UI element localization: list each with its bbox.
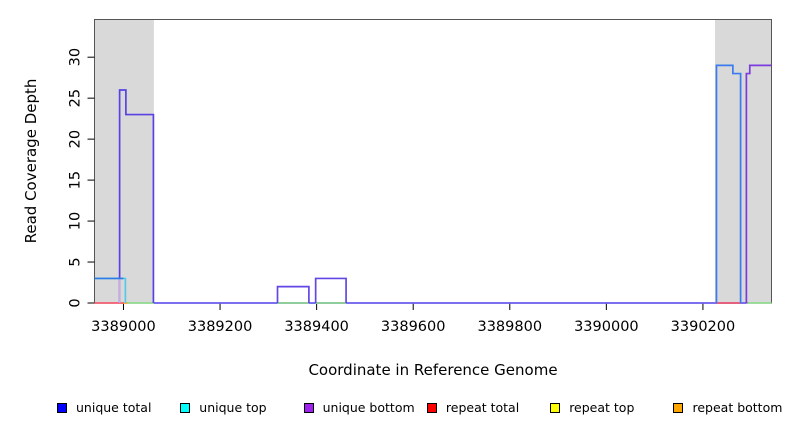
legend-swatch-unique-total <box>57 402 67 413</box>
y-tick-label: 30 <box>68 48 84 66</box>
series-unique-bottom-left-block <box>118 89 155 303</box>
plot-border <box>94 19 772 304</box>
y-tick-label: 5 <box>68 257 84 266</box>
series-unique-top-right-block <box>715 64 742 303</box>
y-tick-label: 20 <box>68 130 84 148</box>
legend-swatch-unique-bottom <box>303 402 314 413</box>
x-tick-label: 3389600 <box>381 319 446 335</box>
series-unique-mid-block-2 <box>314 277 347 303</box>
y-tick-label: 15 <box>68 171 84 189</box>
legend-label: unique total <box>76 400 152 415</box>
legend-swatch-repeat-total <box>426 402 437 413</box>
legend-item-unique-total: unique total <box>57 400 180 415</box>
legend-item-repeat-total: repeat total <box>426 400 550 415</box>
x-tick-label: 3390200 <box>671 319 736 335</box>
left-gray-band <box>94 19 154 303</box>
legend-item-unique-bottom: unique bottom <box>303 400 427 415</box>
y-axis-title: Read Coverage Depth <box>22 78 40 244</box>
legend-swatch-repeat-bottom <box>673 402 684 413</box>
legend-label: repeat top <box>569 400 635 415</box>
x-tick-label: 3390000 <box>574 319 639 335</box>
legend-item-repeat-top: repeat top <box>550 400 673 415</box>
right-gray-band <box>715 19 772 303</box>
legend-label: unique bottom <box>322 400 415 415</box>
legend-swatch-repeat-top <box>550 402 561 413</box>
x-axis-title: Coordinate in Reference Genome <box>308 361 558 379</box>
series-unique-bottom-right-block <box>745 64 772 303</box>
legend-item-unique-top: unique top <box>180 400 303 415</box>
legend-swatch-unique-top <box>180 402 191 413</box>
y-tick-label: 0 <box>68 298 84 307</box>
legend-label: repeat total <box>445 400 520 415</box>
x-tick-label: 3389200 <box>188 319 253 335</box>
y-tick-label: 10 <box>68 212 84 230</box>
x-tick-label: 3389800 <box>477 319 542 335</box>
legend-label: repeat bottom <box>692 400 783 415</box>
y-tick-label: 25 <box>68 89 84 107</box>
legend: unique total unique top unique bottom repea… <box>57 400 792 415</box>
x-tick-label: 3389000 <box>91 319 156 335</box>
x-tick-label: 3389400 <box>284 319 349 335</box>
legend-item-repeat-bottom: repeat bottom <box>673 400 782 415</box>
legend-label: unique top <box>199 400 267 415</box>
series-unique-mid-block-1 <box>276 285 310 303</box>
